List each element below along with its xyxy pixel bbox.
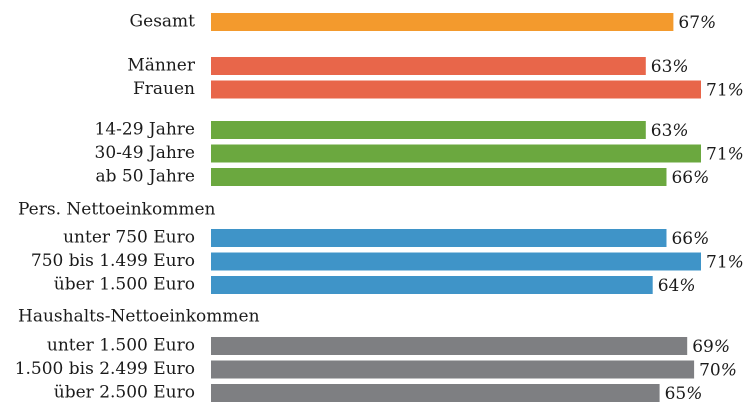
category-label: Männer	[127, 56, 196, 76]
bar	[211, 252, 701, 271]
bar	[211, 13, 674, 31]
category-label: 14-29 Jahre	[95, 120, 196, 140]
category-label: über 1.500 Euro	[54, 275, 195, 295]
category-label: Frauen	[133, 79, 195, 99]
bar-group-2: 14-29 Jahre 63% 30-49 Jahre 71% ab 50 Jahre 6…	[95, 120, 744, 188]
bar	[211, 229, 667, 247]
data-label: 66%	[671, 229, 709, 249]
category-label: über 2.500 Euro	[54, 383, 195, 403]
bar-group-1: Männer 63% Frauen 71%	[127, 56, 743, 101]
data-label: 67%	[678, 13, 716, 33]
category-label: ab 50 Jahre	[95, 167, 195, 187]
bar	[211, 337, 688, 355]
data-label: 63%	[651, 57, 689, 77]
category-label: Gesamt	[130, 12, 196, 32]
group-title: Haushalts-Nettoeinkommen	[18, 307, 260, 327]
category-label: 1.500 bis 2.499 Euro	[15, 359, 195, 379]
data-label: 71%	[706, 144, 744, 164]
category-label: unter 1.500 Euro	[47, 336, 195, 356]
bar	[211, 384, 660, 402]
category-label: 750 bis 1.499 Euro	[31, 251, 195, 271]
category-label: 30-49 Jahre	[95, 143, 196, 163]
data-label: 71%	[706, 80, 744, 100]
bar	[211, 80, 701, 99]
data-label: 70%	[699, 360, 737, 380]
bar	[211, 168, 667, 186]
bar-group-4: Haushalts-Nettoeinkommen unter 1.500 Euro…	[15, 307, 737, 403]
data-label: 63%	[651, 121, 689, 141]
bar	[211, 57, 646, 75]
data-label: 64%	[658, 276, 696, 296]
data-label: 66%	[671, 168, 709, 188]
bar	[211, 144, 701, 163]
data-label: 65%	[665, 384, 703, 403]
bar-group-3: Pers. Nettoeinkommen unter 750 Euro 66% 750…	[18, 200, 744, 296]
data-label: 69%	[692, 337, 730, 357]
bar-group-0: Gesamt 67%	[130, 12, 717, 33]
category-label: unter 750 Euro	[63, 228, 195, 248]
data-label: 71%	[706, 252, 744, 272]
bar	[211, 121, 646, 139]
bar	[211, 276, 653, 294]
group-title: Pers. Nettoeinkommen	[18, 200, 216, 220]
bar	[211, 360, 695, 379]
